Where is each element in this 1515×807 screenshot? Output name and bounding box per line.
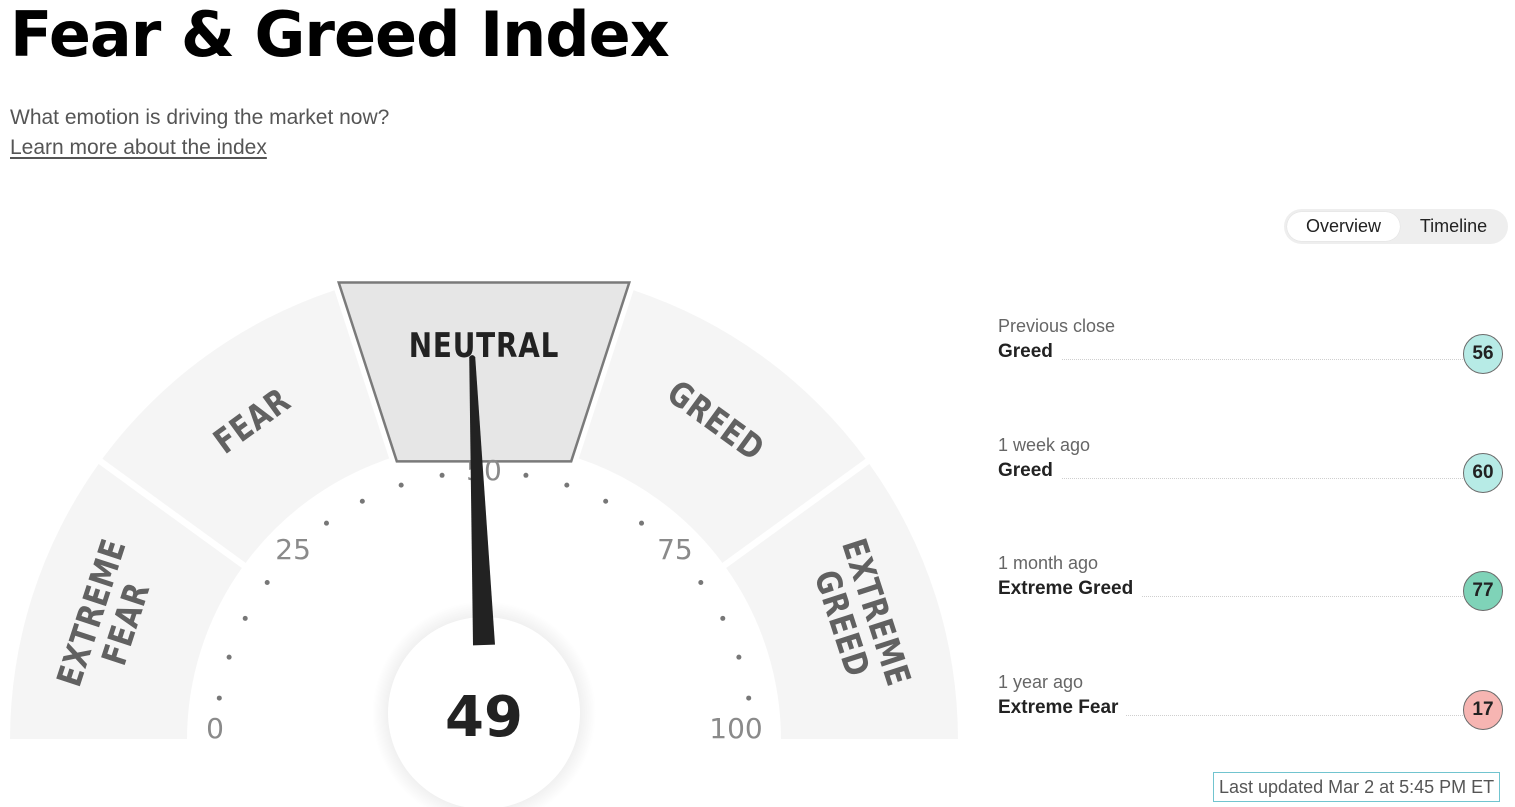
gauge-center-disc [388, 617, 580, 807]
gauge-segment-greed [578, 290, 866, 563]
gauge-tick-label: 25 [275, 533, 311, 566]
gauge-label-neutral: NEUTRAL [409, 326, 560, 365]
history-value-badge: 17 [1463, 690, 1503, 730]
history-label: 1 month ago [998, 553, 1099, 573]
view-toggle: Overview Timeline [1284, 209, 1508, 244]
gauge-tick-dot [736, 654, 742, 660]
fear-greed-gauge: EXTREMEFEAR FEAR NEUTRAL GREED EXTREMEGREED 0… [0, 255, 970, 807]
history-value-badge: 60 [1463, 453, 1503, 493]
leader-line [998, 715, 1463, 716]
history-row-1-year-ago: 1 year ago Extreme Fear 17 [998, 672, 1503, 732]
gauge-tick-dot [264, 579, 270, 585]
gauge-tick-dot [439, 472, 445, 478]
gauge-value: 49 [445, 685, 523, 750]
gauge-tick-dot [698, 579, 704, 585]
leader-line [998, 596, 1463, 597]
gauge-tick-dot [226, 654, 232, 660]
history-rating: Greed [998, 460, 1061, 482]
tab-overview[interactable]: Overview [1287, 212, 1400, 241]
gauge-segment-extreme-greed [726, 463, 958, 740]
gauge-segment-fear [102, 290, 390, 563]
gauge-tick-dot [242, 615, 248, 621]
history-rating: Greed [998, 341, 1061, 363]
history-row-1-week-ago: 1 week ago Greed 60 [998, 435, 1503, 495]
leader-line [998, 478, 1463, 479]
history-label: Previous close [998, 316, 1116, 336]
gauge-tick-dot [603, 498, 609, 504]
history-label: 1 year ago [998, 672, 1084, 692]
history-rating: Extreme Greed [998, 578, 1142, 600]
page-title: Fear & Greed Index [10, 0, 670, 71]
gauge-tick-dot [720, 615, 726, 621]
gauge-tick-label: 75 [657, 533, 693, 566]
gauge-segment-extreme-fear [10, 463, 242, 740]
history-row-1-month-ago: 1 month ago Extreme Greed 77 [998, 553, 1503, 613]
gauge-tick-dot [523, 472, 529, 478]
history-value-badge: 77 [1463, 571, 1503, 611]
gauge-tick-dot [564, 482, 570, 488]
page-subtitle: What emotion is driving the market now? [10, 106, 390, 129]
history-rating: Extreme Fear [998, 697, 1127, 719]
tab-timeline[interactable]: Timeline [1419, 216, 1488, 236]
gauge-needle [469, 355, 495, 646]
last-updated: Last updated Mar 2 at 5:45 PM ET [1213, 772, 1501, 802]
gauge-tick-dot [398, 482, 404, 488]
gauge-tick-dot [216, 695, 222, 701]
history-label: 1 week ago [998, 435, 1091, 455]
gauge-tick-label: 0 [206, 712, 224, 745]
gauge-tick-label: 100 [709, 712, 762, 745]
learn-more-link[interactable]: Learn more about the index [10, 136, 267, 159]
gauge-tick-dot [746, 695, 752, 701]
gauge-tick-dot [639, 520, 645, 526]
history-row-previous-close: Previous close Greed 56 [998, 316, 1503, 376]
history-value-badge: 56 [1463, 334, 1503, 374]
gauge-segment-neutral [336, 281, 632, 463]
gauge-tick-dot [359, 498, 365, 504]
gauge-tick-dot [323, 520, 329, 526]
leader-line [998, 359, 1463, 360]
